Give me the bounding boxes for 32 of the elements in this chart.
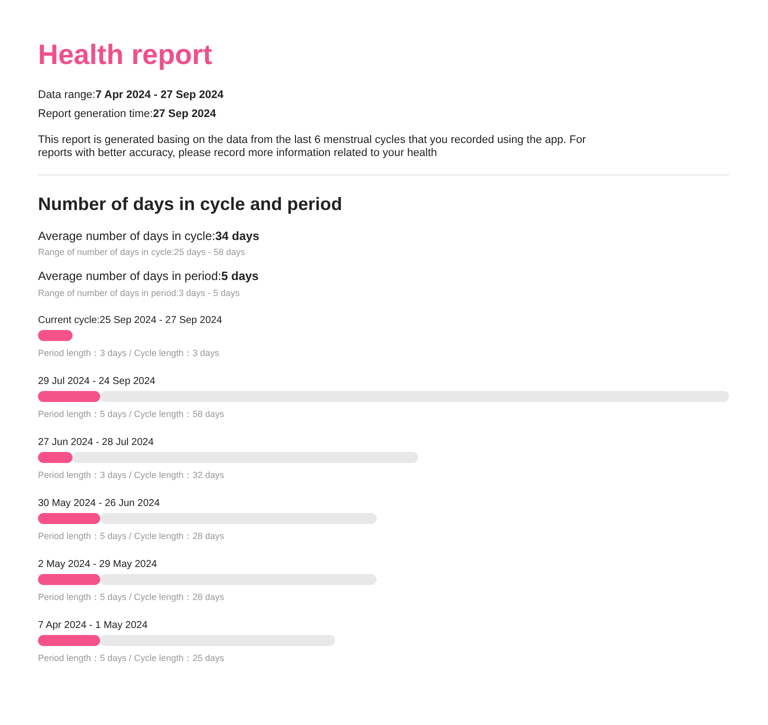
bar xyxy=(38,513,100,524)
y-tick-label: 29 Jul 2024 - 24 Sep 2024 xyxy=(38,376,156,387)
bar xyxy=(38,574,100,585)
annotation: Period length：5 days / Cycle length：25 days xyxy=(38,653,225,663)
annotation: Period length：5 days / Cycle length：28 days xyxy=(38,592,225,602)
chart-title: Health report xyxy=(38,39,212,70)
bar xyxy=(38,452,73,463)
y-tick-label: 2 May 2024 - 29 May 2024 xyxy=(38,559,158,570)
annotation: Period length：5 days / Cycle length：28 days xyxy=(38,531,225,541)
bar xyxy=(100,513,377,524)
y-tick-label: 7 Apr 2024 - 1 May 2024 xyxy=(38,620,148,631)
text: Range of number of days in cycle:25 days - 58 days xyxy=(38,247,246,257)
text: Report generation time:27 Sep 2024 xyxy=(38,108,217,120)
bar xyxy=(100,391,729,402)
bar xyxy=(100,635,336,646)
bar xyxy=(100,574,377,585)
bar xyxy=(38,330,73,341)
text: Data range:7 Apr 2024 - 27 Sep 2024 xyxy=(38,89,224,101)
y-tick-label: 30 May 2024 - 26 Jun 2024 xyxy=(38,498,160,509)
chart-subtitle: Number of days in cycle and period xyxy=(38,194,342,214)
text: Average number of days in period:5 days xyxy=(38,269,259,283)
bar xyxy=(38,391,100,402)
bar xyxy=(72,452,418,463)
bar xyxy=(38,635,100,646)
annotation: Range of number of days in period:3 days - 5 days xyxy=(38,288,240,298)
y-tick-label: Current cycle:25 Sep 2024 - 27 Sep 2024 xyxy=(38,315,222,326)
annotation: Period length：3 days / Cycle length：3 days xyxy=(38,348,220,358)
annotation: Period length：5 days / Cycle length：58 days xyxy=(38,409,225,419)
text: This report is generated basing on the data from the last 6 menstrual cycles that you recorded using the app. For reports with better accuracy, please record more information related to your health xyxy=(38,134,586,159)
text: Average number of days in cycle:34 days xyxy=(38,229,260,243)
y-tick-label: 27 Jun 2024 - 28 Jul 2024 xyxy=(38,437,154,448)
annotation: Period length：3 days / Cycle length：32 days xyxy=(38,470,225,480)
